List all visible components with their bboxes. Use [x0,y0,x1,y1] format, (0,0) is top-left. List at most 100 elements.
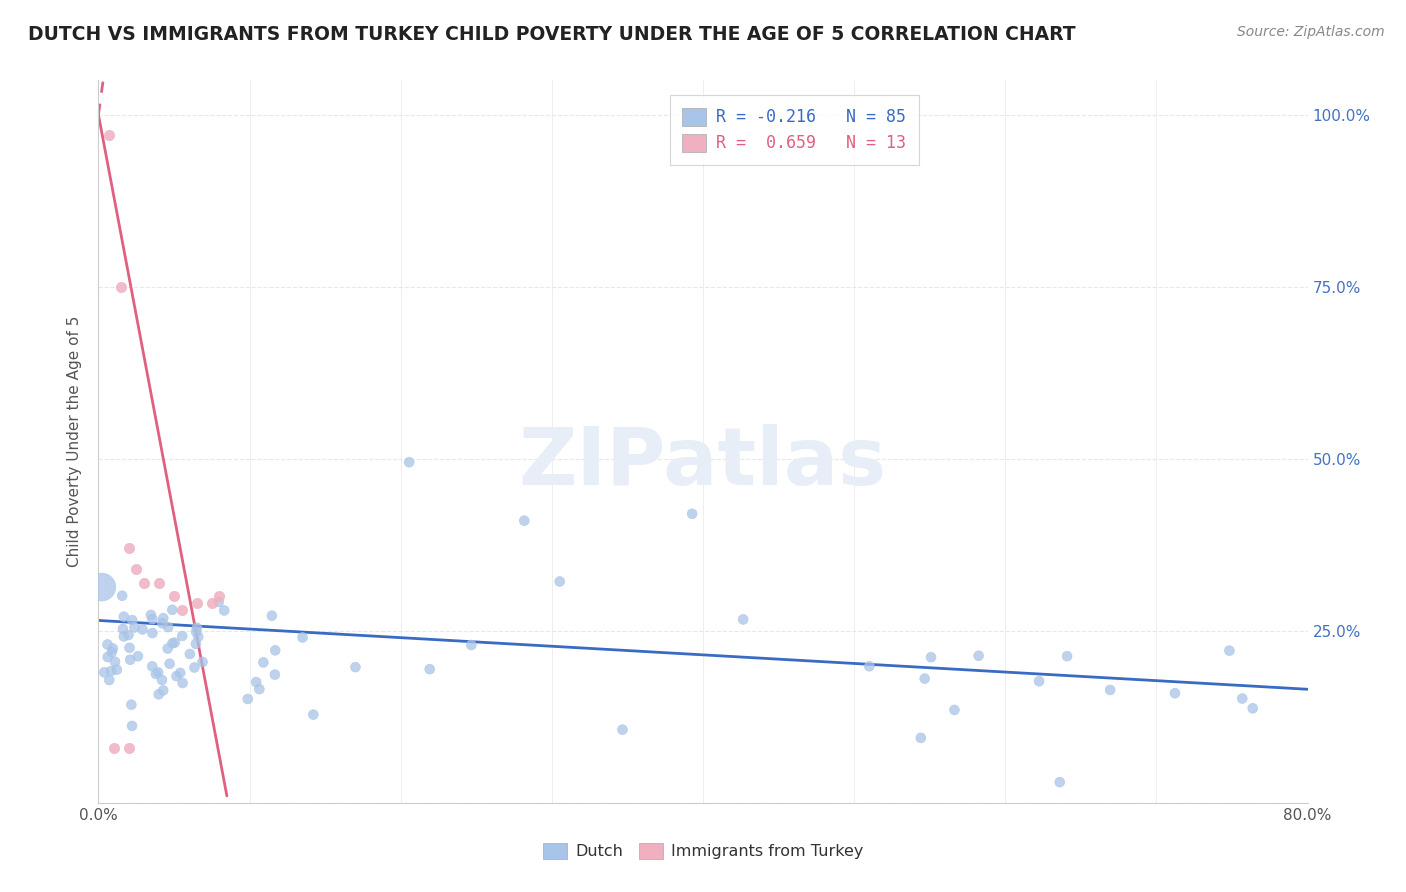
Text: ZIPatlas: ZIPatlas [519,425,887,502]
Point [186,596,208,610]
Point [1241,701,1264,715]
Point [914,672,936,686]
Point [163,635,186,649]
Point [1028,674,1050,689]
Point [1049,775,1071,789]
Point [121,719,143,733]
Point [148,687,170,701]
Point [101,641,124,656]
Point [156,641,179,656]
Point [104,655,127,669]
Point [162,636,184,650]
Legend: Dutch, Immigrants from Turkey: Dutch, Immigrants from Turkey [534,835,872,867]
Point [111,589,134,603]
Point [1218,643,1240,657]
Point [145,667,167,681]
Point [186,624,208,639]
Text: DUTCH VS IMMIGRANTS FROM TURKEY CHILD POVERTY UNDER THE AGE OF 5 CORRELATION CHA: DUTCH VS IMMIGRANTS FROM TURKEY CHILD PO… [28,25,1076,44]
Point [212,603,235,617]
Point [98,673,121,687]
Point [186,621,208,635]
Point [191,655,214,669]
Point [260,608,283,623]
Point [460,638,482,652]
Point [97,650,120,665]
Point [103,740,125,755]
Point [169,665,191,680]
Point [183,660,205,674]
Point [124,620,146,634]
Point [187,630,209,644]
Point [179,647,201,661]
Point [125,562,148,576]
Point [148,575,170,590]
Point [419,662,441,676]
Point [681,507,703,521]
Point [910,731,932,745]
Point [110,279,132,293]
Point [90,580,112,594]
Point [146,665,169,680]
Point [152,683,174,698]
Point [398,455,420,469]
Text: Source: ZipAtlas.com: Source: ZipAtlas.com [1237,25,1385,39]
Point [127,649,149,664]
Point [101,645,124,659]
Point [141,659,163,673]
Point [132,575,155,590]
Point [858,659,880,673]
Point [98,128,121,143]
Point [170,603,193,617]
Point [291,631,314,645]
Point [96,637,118,651]
Point [121,613,143,627]
Point [943,703,966,717]
Point [733,612,755,626]
Point [141,612,163,626]
Point [163,590,186,604]
Point [264,643,287,657]
Point [1164,686,1187,700]
Point [920,650,942,665]
Point [157,620,180,634]
Point [1056,649,1078,664]
Point [152,616,174,631]
Point [302,707,325,722]
Point [264,667,287,681]
Point [1099,682,1122,697]
Point [93,665,115,680]
Point [111,622,134,636]
Point [172,676,194,690]
Point [118,740,141,755]
Point [118,541,141,556]
Point [184,637,207,651]
Point [159,657,181,671]
Point [105,663,128,677]
Point [117,628,139,642]
Point [166,669,188,683]
Point [247,682,270,697]
Point [141,626,163,640]
Y-axis label: Child Poverty Under the Age of 5: Child Poverty Under the Age of 5 [67,316,83,567]
Point [245,675,267,690]
Point [344,660,367,674]
Point [112,609,135,624]
Point [236,692,259,706]
Point [112,629,135,643]
Point [252,656,274,670]
Point [201,596,224,610]
Point [1232,691,1254,706]
Point [513,514,536,528]
Point [548,574,571,589]
Point [150,673,173,687]
Point [612,723,634,737]
Point [120,698,142,712]
Point [152,611,174,625]
Point [100,664,122,678]
Point [208,590,231,604]
Point [131,623,153,637]
Point [208,595,231,609]
Point [172,629,194,643]
Point [139,607,162,622]
Point [118,640,141,655]
